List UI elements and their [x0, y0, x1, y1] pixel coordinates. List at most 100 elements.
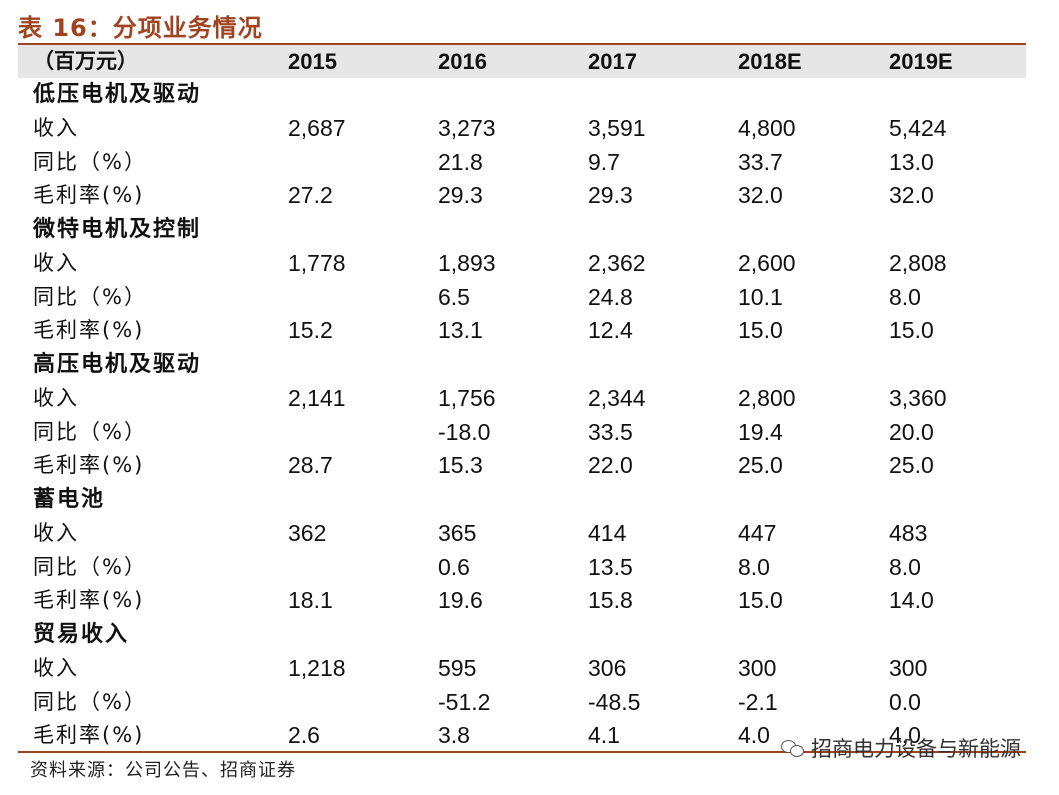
row-label: 毛利率(%) — [33, 723, 145, 748]
header-band — [18, 45, 1026, 78]
section-row-micro-motor: 微特电机及控制 — [18, 213, 1026, 247]
table-cell: 1,218 — [288, 654, 346, 681]
table-cell: 365 — [438, 519, 477, 546]
table-cell: 2,344 — [588, 384, 646, 411]
table-cell: 4.1 — [588, 722, 620, 749]
top-rule — [18, 43, 1026, 45]
table-cell: 13.1 — [438, 317, 483, 344]
table-cell: 15.2 — [288, 317, 333, 344]
table-cell: 2,362 — [588, 249, 646, 276]
table-cell: 32.0 — [889, 182, 934, 209]
table-cell: -2.1 — [738, 688, 778, 715]
row-label: 同比（%） — [33, 149, 147, 174]
bottom-rule — [18, 751, 1026, 753]
header-year-2015: 2015 — [288, 49, 337, 74]
table-cell: 300 — [738, 654, 777, 681]
table-cell: -48.5 — [588, 688, 641, 715]
row-label: 毛利率(%) — [33, 318, 145, 343]
table-cell: 33.5 — [588, 418, 633, 445]
table-cell: 10.1 — [738, 283, 783, 310]
table-cell: 32.0 — [738, 182, 783, 209]
table-cell: 15.0 — [889, 317, 934, 344]
table-cell: 447 — [738, 519, 777, 546]
section-row-battery: 蓄电池 — [18, 483, 1026, 517]
table-cell: 15.0 — [738, 317, 783, 344]
table-cell: 8.0 — [738, 553, 770, 580]
header-year-2018e: 2018E — [738, 49, 802, 74]
table-cell: 2,600 — [738, 249, 796, 276]
wechat-watermark: 招商电力设备与新能源 — [781, 733, 1021, 763]
table-row: 毛利率(%) 27.2 29.3 29.3 32.0 32.0 — [18, 179, 1026, 213]
row-label: 收入 — [33, 655, 79, 680]
table-cell: 362 — [288, 519, 327, 546]
table-cell: 1,893 — [438, 249, 496, 276]
table-cell: 27.2 — [288, 182, 333, 209]
table-row: 同比（%） 0.6 13.5 8.0 8.0 — [18, 551, 1026, 585]
header-year-2019e: 2019E — [889, 49, 953, 74]
table-row: 收入 362 365 414 447 483 — [18, 517, 1026, 551]
table-row: 收入 2,687 3,273 3,591 4,800 5,424 — [18, 112, 1026, 146]
watermark-text: 招商电力设备与新能源 — [811, 737, 1021, 761]
table-title: 表 16：分项业务情况 — [18, 14, 263, 42]
table-cell: 18.1 — [288, 587, 333, 614]
header-year-2016: 2016 — [438, 49, 487, 74]
table-cell: 15.3 — [438, 452, 483, 479]
business-table: （百万元） 2015 2016 2017 2018E 2019E 低压电机及驱动… — [18, 45, 1026, 753]
table-cell: 29.3 — [588, 182, 633, 209]
table-cell: 24.8 — [588, 283, 633, 310]
table-cell: 22.0 — [588, 452, 633, 479]
table-cell: 6.5 — [438, 283, 470, 310]
table-cell: 5,424 — [889, 114, 947, 141]
table-header-row: （百万元） 2015 2016 2017 2018E 2019E — [18, 45, 1026, 78]
table-cell: 300 — [889, 654, 928, 681]
table-cell: 2,808 — [889, 249, 947, 276]
table-cell: 414 — [588, 519, 627, 546]
table-row: 同比（%） -18.0 33.5 19.4 20.0 — [18, 416, 1026, 450]
wechat-icon — [781, 738, 805, 758]
table-cell: 3,591 — [588, 114, 646, 141]
table-cell: 25.0 — [738, 452, 783, 479]
table-cell: 20.0 — [889, 418, 934, 445]
table-cell: 4,800 — [738, 114, 796, 141]
table-row: 毛利率(%) 18.1 19.6 15.8 15.0 14.0 — [18, 584, 1026, 618]
table-row: 收入 1,218 595 306 300 300 — [18, 652, 1026, 686]
table-cell: 4.0 — [889, 722, 921, 749]
table-cell: 15.0 — [738, 587, 783, 614]
table-cell: 14.0 — [889, 587, 934, 614]
section-title: 蓄电池 — [33, 487, 106, 512]
table-cell: 29.3 — [438, 182, 483, 209]
row-label: 同比（%） — [33, 419, 147, 444]
table-cell: 3,273 — [438, 114, 496, 141]
table-cell: 13.0 — [889, 148, 934, 175]
row-label: 毛利率(%) — [33, 588, 145, 613]
table-row: 同比（%） 6.5 24.8 10.1 8.0 — [18, 281, 1026, 315]
table-row: 毛利率(%) 28.7 15.3 22.0 25.0 25.0 — [18, 449, 1026, 483]
source-note: 资料来源：公司公告、招商证券 — [30, 760, 296, 781]
table-cell: 13.5 — [588, 553, 633, 580]
table-cell: 0.6 — [438, 553, 470, 580]
row-label: 同比（%） — [33, 554, 147, 579]
table-cell: 25.0 — [889, 452, 934, 479]
table-cell: 306 — [588, 654, 627, 681]
table-cell: 595 — [438, 654, 477, 681]
table-cell: 483 — [889, 519, 928, 546]
table-cell: 0.0 — [889, 688, 921, 715]
row-label: 毛利率(%) — [33, 453, 145, 478]
section-row-low-voltage: 低压电机及驱动 — [18, 78, 1026, 112]
table-row: 同比（%） 21.8 9.7 33.7 13.0 — [18, 146, 1026, 180]
header-unit-label: （百万元） — [33, 49, 138, 73]
table-cell: 9.7 — [588, 148, 620, 175]
row-label: 收入 — [33, 385, 79, 410]
table-cell: 19.6 — [438, 587, 483, 614]
row-label: 收入 — [33, 250, 79, 275]
table-row: 收入 2,141 1,756 2,344 2,800 3,360 — [18, 382, 1026, 416]
table-cell: 33.7 — [738, 148, 783, 175]
table-cell: 21.8 — [438, 148, 483, 175]
table-cell: -18.0 — [438, 418, 491, 445]
table-cell: -51.2 — [438, 688, 491, 715]
table-cell: 1,756 — [438, 384, 496, 411]
table-cell: 28.7 — [288, 452, 333, 479]
table-cell: 2,800 — [738, 384, 796, 411]
table-cell: 8.0 — [889, 553, 921, 580]
table-cell: 1,778 — [288, 249, 346, 276]
